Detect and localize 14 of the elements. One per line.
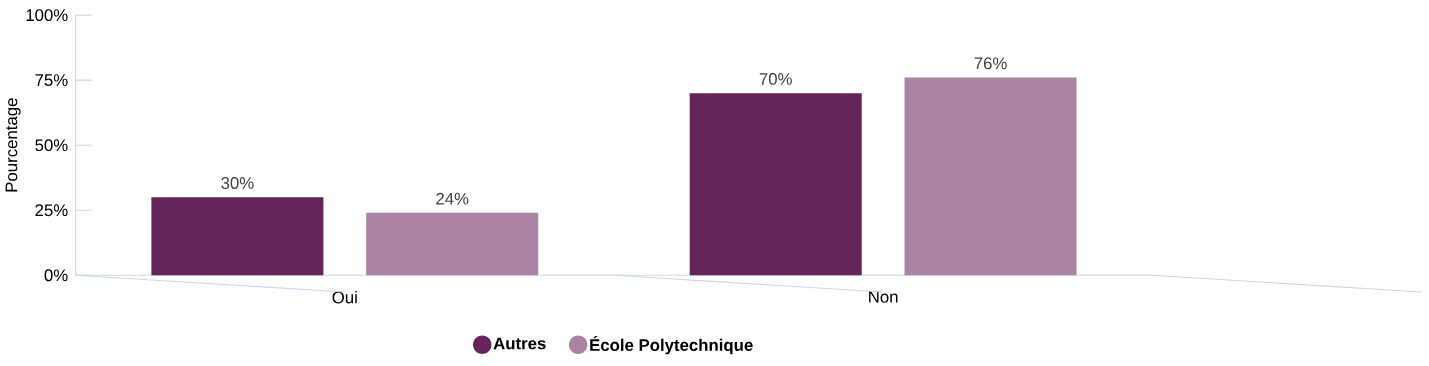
data-label: 30% bbox=[221, 177, 254, 189]
y-axis-title: Pourcentage bbox=[5, 98, 21, 192]
y-tick-label: 100% bbox=[26, 9, 68, 22]
y-tick-label: 25% bbox=[35, 204, 68, 217]
y-tick-label: 75% bbox=[35, 74, 68, 87]
data-label: 24% bbox=[436, 192, 469, 205]
y-tick-label: 0% bbox=[44, 269, 68, 282]
legend-label: Autres bbox=[493, 337, 546, 350]
x-tick-label: Oui bbox=[332, 291, 357, 304]
data-label: 76% bbox=[974, 57, 1007, 70]
x-tick-label: Non bbox=[869, 291, 898, 303]
data-label: 70% bbox=[759, 73, 792, 85]
y-tick-label: 50% bbox=[35, 139, 68, 152]
legend-label: École Polytechnique bbox=[590, 336, 753, 355]
